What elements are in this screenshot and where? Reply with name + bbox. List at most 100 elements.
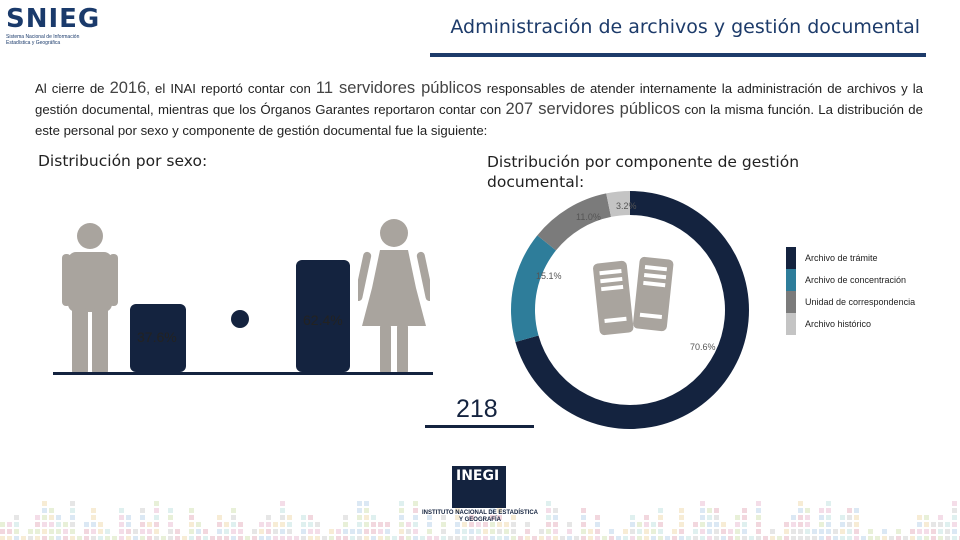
decorative-square: [77, 536, 82, 540]
decorative-square: [189, 529, 194, 534]
slice-label-correspondencia: 11.0%: [576, 212, 601, 222]
decorative-square: [371, 536, 376, 540]
decorative-square: [350, 529, 355, 534]
decorative-square: [35, 529, 40, 534]
decorative-square: [875, 536, 880, 540]
decorative-square: [644, 522, 649, 527]
decorative-square: [28, 529, 33, 534]
decorative-square: [14, 515, 19, 520]
decorative-square: [756, 508, 761, 513]
decorative-square: [217, 529, 222, 534]
decorative-square: [784, 522, 789, 527]
decorative-square: [826, 515, 831, 520]
decorative-square: [343, 522, 348, 527]
decorative-square: [280, 501, 285, 506]
decorative-square: [455, 536, 460, 540]
decorative-square: [567, 536, 572, 540]
decorative-square: [679, 522, 684, 527]
decorative-square: [441, 536, 446, 540]
decorative-square: [819, 536, 824, 540]
decorative-square: [35, 522, 40, 527]
decorative-square: [140, 529, 145, 534]
decorative-square: [371, 515, 376, 520]
decorative-square: [819, 529, 824, 534]
decorative-square: [791, 515, 796, 520]
legend-swatch: [786, 291, 796, 313]
decorative-square: [700, 529, 705, 534]
decorative-square: [329, 529, 334, 534]
decorative-square: [154, 515, 159, 520]
decorative-square: [672, 529, 677, 534]
title-underline: [430, 53, 926, 57]
decorative-square: [105, 529, 110, 534]
decorative-square: [497, 522, 502, 527]
decorative-square: [154, 529, 159, 534]
decorative-square: [952, 501, 957, 506]
decorative-square: [35, 536, 40, 540]
decorative-square: [896, 536, 901, 540]
decorative-square: [98, 536, 103, 540]
decorative-square: [42, 515, 47, 520]
decorative-square: [119, 536, 124, 540]
decorative-square: [819, 508, 824, 513]
decorative-square: [189, 536, 194, 540]
decorative-square: [448, 536, 453, 540]
decorative-square: [49, 529, 54, 534]
decorative-square: [231, 508, 236, 513]
decorative-square: [42, 501, 47, 506]
decorative-square: [504, 529, 509, 534]
decorative-square: [420, 536, 425, 540]
decorative-square: [91, 522, 96, 527]
decorative-square: [490, 522, 495, 527]
decorative-square: [364, 501, 369, 506]
decorative-square: [826, 508, 831, 513]
decorative-square: [273, 536, 278, 540]
donut-slice-historico: [606, 191, 630, 217]
decorative-square: [798, 515, 803, 520]
decorative-square: [308, 522, 313, 527]
decorative-square: [805, 522, 810, 527]
decorative-square: [917, 536, 922, 540]
decorative-square: [511, 529, 516, 534]
decorative-square: [238, 522, 243, 527]
decorative-square: [798, 529, 803, 534]
decorative-square: [658, 515, 663, 520]
decorative-square: [126, 515, 131, 520]
decorative-square: [357, 508, 362, 513]
decorative-square: [672, 536, 677, 540]
decorative-square: [581, 529, 586, 534]
decorative-square: [343, 529, 348, 534]
decorative-square: [399, 508, 404, 513]
decorative-square: [364, 536, 369, 540]
decorative-square: [595, 515, 600, 520]
snieg-logo-text: SNIEG: [6, 4, 101, 34]
decorative-square: [378, 529, 383, 534]
legend-swatch: [786, 313, 796, 335]
slice-label-historico: 3.2%: [616, 201, 637, 211]
decorative-square: [791, 522, 796, 527]
decorative-square: [308, 536, 313, 540]
decorative-square: [224, 536, 229, 540]
decorative-square: [224, 529, 229, 534]
decorative-square: [707, 536, 712, 540]
decorative-square: [357, 501, 362, 506]
decorative-square: [756, 515, 761, 520]
intro-text-1: Al cierre de: [35, 81, 110, 96]
decorative-square: [847, 508, 852, 513]
decorative-square: [168, 529, 173, 534]
decorative-square: [42, 529, 47, 534]
decorative-square: [70, 515, 75, 520]
decorative-square: [399, 515, 404, 520]
legend-label: Archivo histórico: [805, 319, 872, 329]
decorative-square: [126, 536, 131, 540]
decorative-square: [553, 515, 558, 520]
decorative-square: [385, 536, 390, 540]
decorative-square: [490, 529, 495, 534]
decorative-square: [133, 536, 138, 540]
decorative-square: [938, 529, 943, 534]
decorative-square: [728, 529, 733, 534]
decorative-square: [56, 522, 61, 527]
decorative-square: [70, 529, 75, 534]
decorative-square: [217, 522, 222, 527]
decorative-square: [434, 536, 439, 540]
